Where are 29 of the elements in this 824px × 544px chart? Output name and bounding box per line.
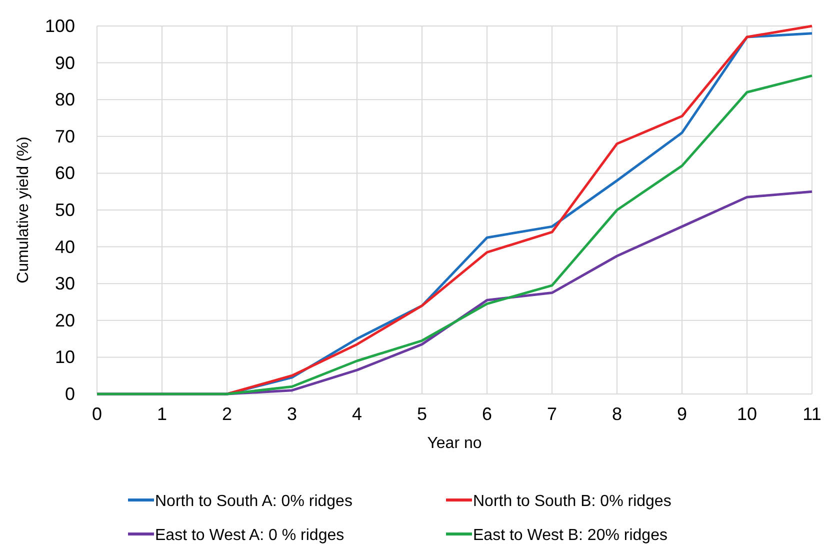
- legend-label: North to South B: 0% ridges: [473, 493, 672, 510]
- y-tick-label: 60: [54, 163, 75, 184]
- x-tick-label: 6: [482, 404, 492, 424]
- x-tick-label: 2: [222, 404, 232, 424]
- x-tick-label: 4: [352, 404, 362, 424]
- legend-label: East to West B: 20% ridges: [473, 527, 668, 544]
- y-axis-title: Cumulative yield (%): [15, 136, 32, 284]
- y-tick-label: 90: [54, 52, 75, 73]
- x-tick-label: 7: [546, 404, 558, 424]
- x-tick-label: 10: [736, 404, 758, 424]
- y-tick-label: 30: [54, 274, 75, 294]
- y-tick-label: 0: [64, 384, 75, 404]
- y-tick-label: 70: [54, 126, 75, 146]
- x-tick-label: 0: [92, 404, 102, 424]
- legend-label: East to West A: 0 % ridges: [155, 527, 344, 544]
- x-axis-title: Year no: [427, 435, 482, 452]
- y-tick-label: 80: [54, 90, 75, 110]
- y-tick-label: 20: [54, 310, 75, 330]
- x-tick-label: 1: [156, 404, 168, 424]
- y-tick-label: 40: [54, 236, 75, 257]
- legend-label: North to South A: 0% ridges: [155, 493, 352, 510]
- x-tick-label: 9: [676, 404, 688, 424]
- y-tick-label: 50: [54, 200, 75, 220]
- y-tick-label: 10: [54, 347, 75, 368]
- x-tick-label: 3: [286, 404, 298, 424]
- x-tick-label: 11: [802, 404, 822, 424]
- x-tick-label: 8: [612, 404, 622, 424]
- x-tick-label: 5: [416, 404, 428, 424]
- y-tick-label: 100: [44, 16, 75, 36]
